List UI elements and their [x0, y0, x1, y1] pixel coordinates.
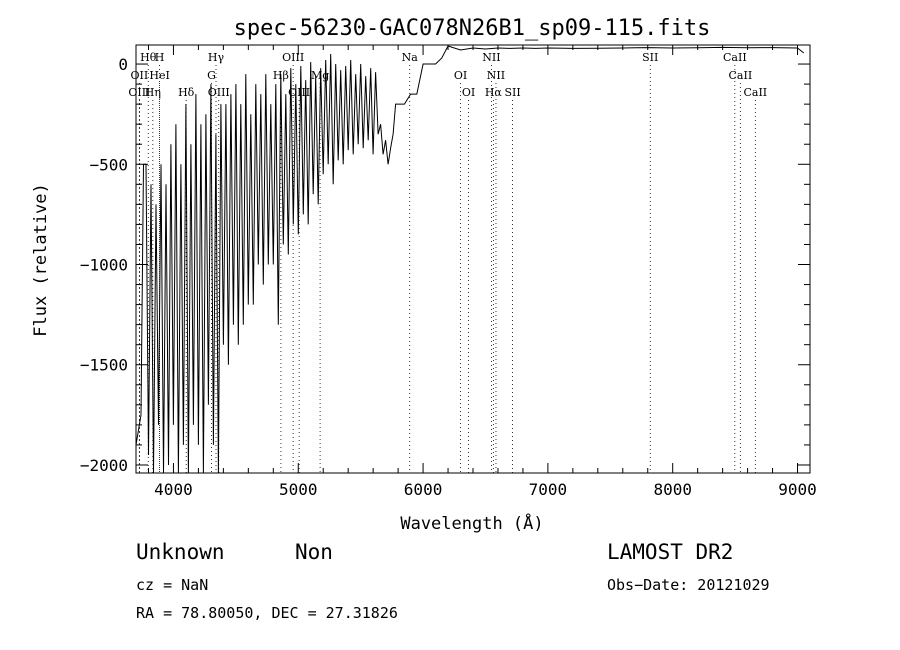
subclass-label: Non: [295, 540, 333, 564]
spectral-line-label: Hθ: [140, 51, 157, 64]
y-tick-label: 0: [118, 55, 128, 74]
spectral-line-label: CaII: [723, 51, 747, 64]
spectral-line-label: CaII: [729, 69, 753, 82]
y-axis-ticks: 0 −500 −1000 −1500 −2000: [80, 55, 810, 475]
spectral-line-label: Hα: [485, 86, 503, 99]
x-tick-label: 8000: [653, 480, 692, 499]
x-tick-label: 7000: [529, 480, 568, 499]
spectrum-line: [135, 45, 805, 474]
x-tick-label: 9000: [778, 480, 817, 499]
spectral-line-label: OIII: [288, 86, 310, 99]
spectral-line-label: OII: [131, 69, 149, 82]
x-axis-label: Wavelength (Å): [400, 512, 543, 534]
spectral-line-label: NII: [482, 51, 500, 64]
x-axis-ticks: 4000 5000 6000 7000 8000 9000: [147, 45, 817, 499]
spectral-line-label: Na: [402, 51, 419, 64]
x-tick-label: 5000: [279, 480, 318, 499]
y-axis-label: Flux (relative): [31, 183, 51, 337]
spectral-line-label: OIII: [128, 86, 150, 99]
spectral-line-label: H: [155, 51, 165, 64]
spectral-line-label: Hδ: [178, 86, 195, 99]
coordinates-label: RA = 78.80050, DEC = 27.31826: [136, 604, 398, 622]
spectral-line-label: Hη: [145, 86, 161, 99]
spectral-line-label: SII: [504, 86, 520, 99]
spectral-line-label: OI: [462, 86, 475, 99]
x-tick-label: 4000: [154, 480, 193, 499]
survey-label: LAMOST DR2: [607, 540, 734, 564]
y-tick-label: −500: [89, 155, 128, 174]
spectral-line-label: Hγ: [208, 51, 225, 64]
spectral-line-label: OI: [454, 69, 467, 82]
redshift-label: cz = NaN: [136, 576, 209, 594]
spectral-line-label: SII: [642, 51, 658, 64]
chart-title: spec-56230-GAC078N26B1_sp09-115.fits: [234, 16, 711, 41]
obs-date-label: Obs−Date: 20121029: [607, 576, 770, 594]
spectral-line-label: G: [207, 69, 216, 82]
y-tick-label: −1500: [80, 356, 128, 375]
spectral-line-label: HeI: [149, 69, 169, 82]
y-tick-label: −1000: [80, 256, 128, 275]
spectral-line-label: NII: [487, 69, 505, 82]
class-label: Unknown: [136, 540, 225, 564]
x-tick-label: 6000: [404, 480, 443, 499]
y-tick-label: −2000: [80, 456, 128, 475]
spectral-line-label: OIII: [282, 51, 304, 64]
spectral-line-label: OIII: [208, 86, 230, 99]
spectral-line-label: CaII: [743, 86, 767, 99]
